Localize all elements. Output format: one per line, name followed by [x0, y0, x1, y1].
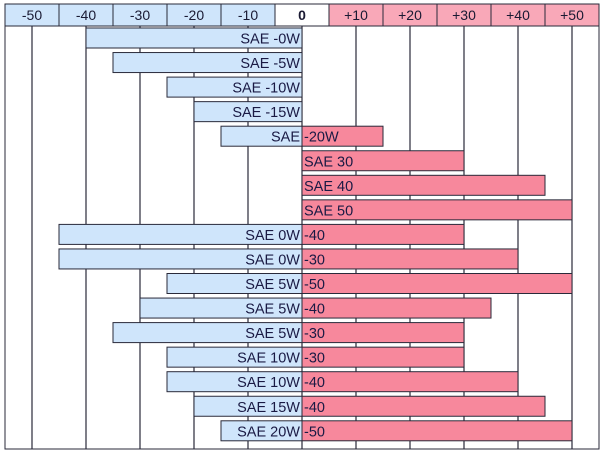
bar-row: SAE 15W -40 — [193, 395, 546, 417]
bar-label-right: -30 — [304, 326, 325, 342]
bar-label-right: SAE 30 — [304, 154, 353, 170]
bar-label-right: -40 — [304, 400, 325, 416]
bar-label-right: SAE 40 — [304, 179, 353, 195]
x-tick-label: +50 — [560, 7, 584, 23]
bar-row: SAE 10W -40 — [166, 371, 519, 393]
bar-label-left: SAE — [271, 130, 300, 146]
bar-row: SAE 5W -40 — [139, 297, 492, 319]
bar-row: SAE 40 — [301, 174, 546, 196]
temperature-header: -50 -40 -30 -20 -10 0 +10 +20 +30 +40 +50 — [4, 3, 600, 27]
bar-hot-segment — [301, 199, 573, 221]
x-tick-label: 0 — [298, 7, 306, 23]
x-tick-label: -50 — [22, 7, 42, 23]
bar-hot-segment — [301, 297, 492, 319]
bar-label-left: SAE 10W — [237, 351, 300, 367]
x-tick-label: -10 — [238, 7, 258, 23]
bar-label-left: SAE -10W — [232, 81, 300, 97]
bar-row: SAE 50 — [301, 199, 573, 221]
x-tick-label: -30 — [130, 7, 150, 23]
bar-row: SAE -0W — [85, 27, 303, 49]
bar-label-right: -30 — [304, 252, 325, 268]
bar-label-left: SAE 0W — [245, 228, 300, 244]
bar-hot-segment — [301, 420, 573, 442]
bar-label-right: -40 — [304, 228, 325, 244]
bar-row: SAE 5W -50 — [166, 273, 573, 294]
bar-row: SAE 30 — [301, 150, 465, 172]
bar-label-left: SAE -5W — [240, 56, 300, 72]
bar-cold-segment — [85, 27, 303, 49]
x-tick-label: -40 — [76, 7, 96, 23]
bar-row: SAE 0W -30 — [58, 248, 519, 270]
bar-row: SAE 5W -30 — [112, 322, 465, 344]
bar-cold-segment — [166, 76, 303, 98]
bar-row: SAE 20W -50 — [220, 420, 573, 442]
x-tick-label: +40 — [506, 7, 530, 23]
bar-row: SAE 0W -40 — [58, 223, 465, 245]
bar-hot-segment — [301, 395, 546, 417]
bar-hot-segment — [301, 322, 465, 344]
bar-row: SAE -5W — [112, 52, 303, 74]
bar-row: SAE -20W — [220, 125, 384, 147]
bar-label-left: SAE 0W — [245, 252, 300, 268]
bar-hot-segment — [301, 223, 465, 245]
bar-hot-segment — [301, 125, 384, 147]
bar-label-right: -30 — [304, 351, 325, 367]
bar-cold-segment — [193, 101, 303, 123]
bar-label-left: SAE 5W — [245, 326, 300, 342]
bar-hot-segment — [301, 174, 546, 196]
bar-label-right: -50 — [304, 424, 325, 440]
bar-label-left: SAE 5W — [245, 302, 300, 318]
bar-label-right: SAE 50 — [304, 203, 353, 219]
bar-label-left: SAE 5W — [245, 277, 300, 293]
bar-label-left: SAE 20W — [237, 424, 300, 440]
x-tick-label: +30 — [452, 7, 476, 23]
bar-label-right: -20W — [304, 130, 339, 146]
bar-hot-segment — [301, 371, 519, 393]
x-tick-label: -20 — [184, 7, 204, 23]
x-tick-label: +20 — [398, 7, 422, 23]
bar-row: SAE 10W -30 — [166, 346, 465, 368]
bar-hot-segment — [301, 346, 465, 368]
bar-label-right: -40 — [304, 375, 325, 391]
bar-cold-segment — [112, 52, 303, 74]
bar-hot-segment — [301, 248, 519, 270]
bar-label-right: -40 — [304, 302, 325, 318]
bar-row: SAE -10W — [166, 76, 303, 98]
bar-label-left: SAE 15W — [237, 400, 300, 416]
bar-hot-segment — [301, 273, 573, 294]
bar-label-left: SAE 10W — [237, 375, 300, 391]
bar-label-left: SAE -0W — [240, 32, 300, 48]
x-tick-label: +10 — [344, 7, 368, 23]
bar-label-left: SAE -15W — [232, 105, 300, 121]
bar-hot-segment — [301, 150, 465, 172]
bar-label-right: -50 — [304, 277, 325, 293]
bar-row: SAE -15W — [193, 101, 303, 123]
